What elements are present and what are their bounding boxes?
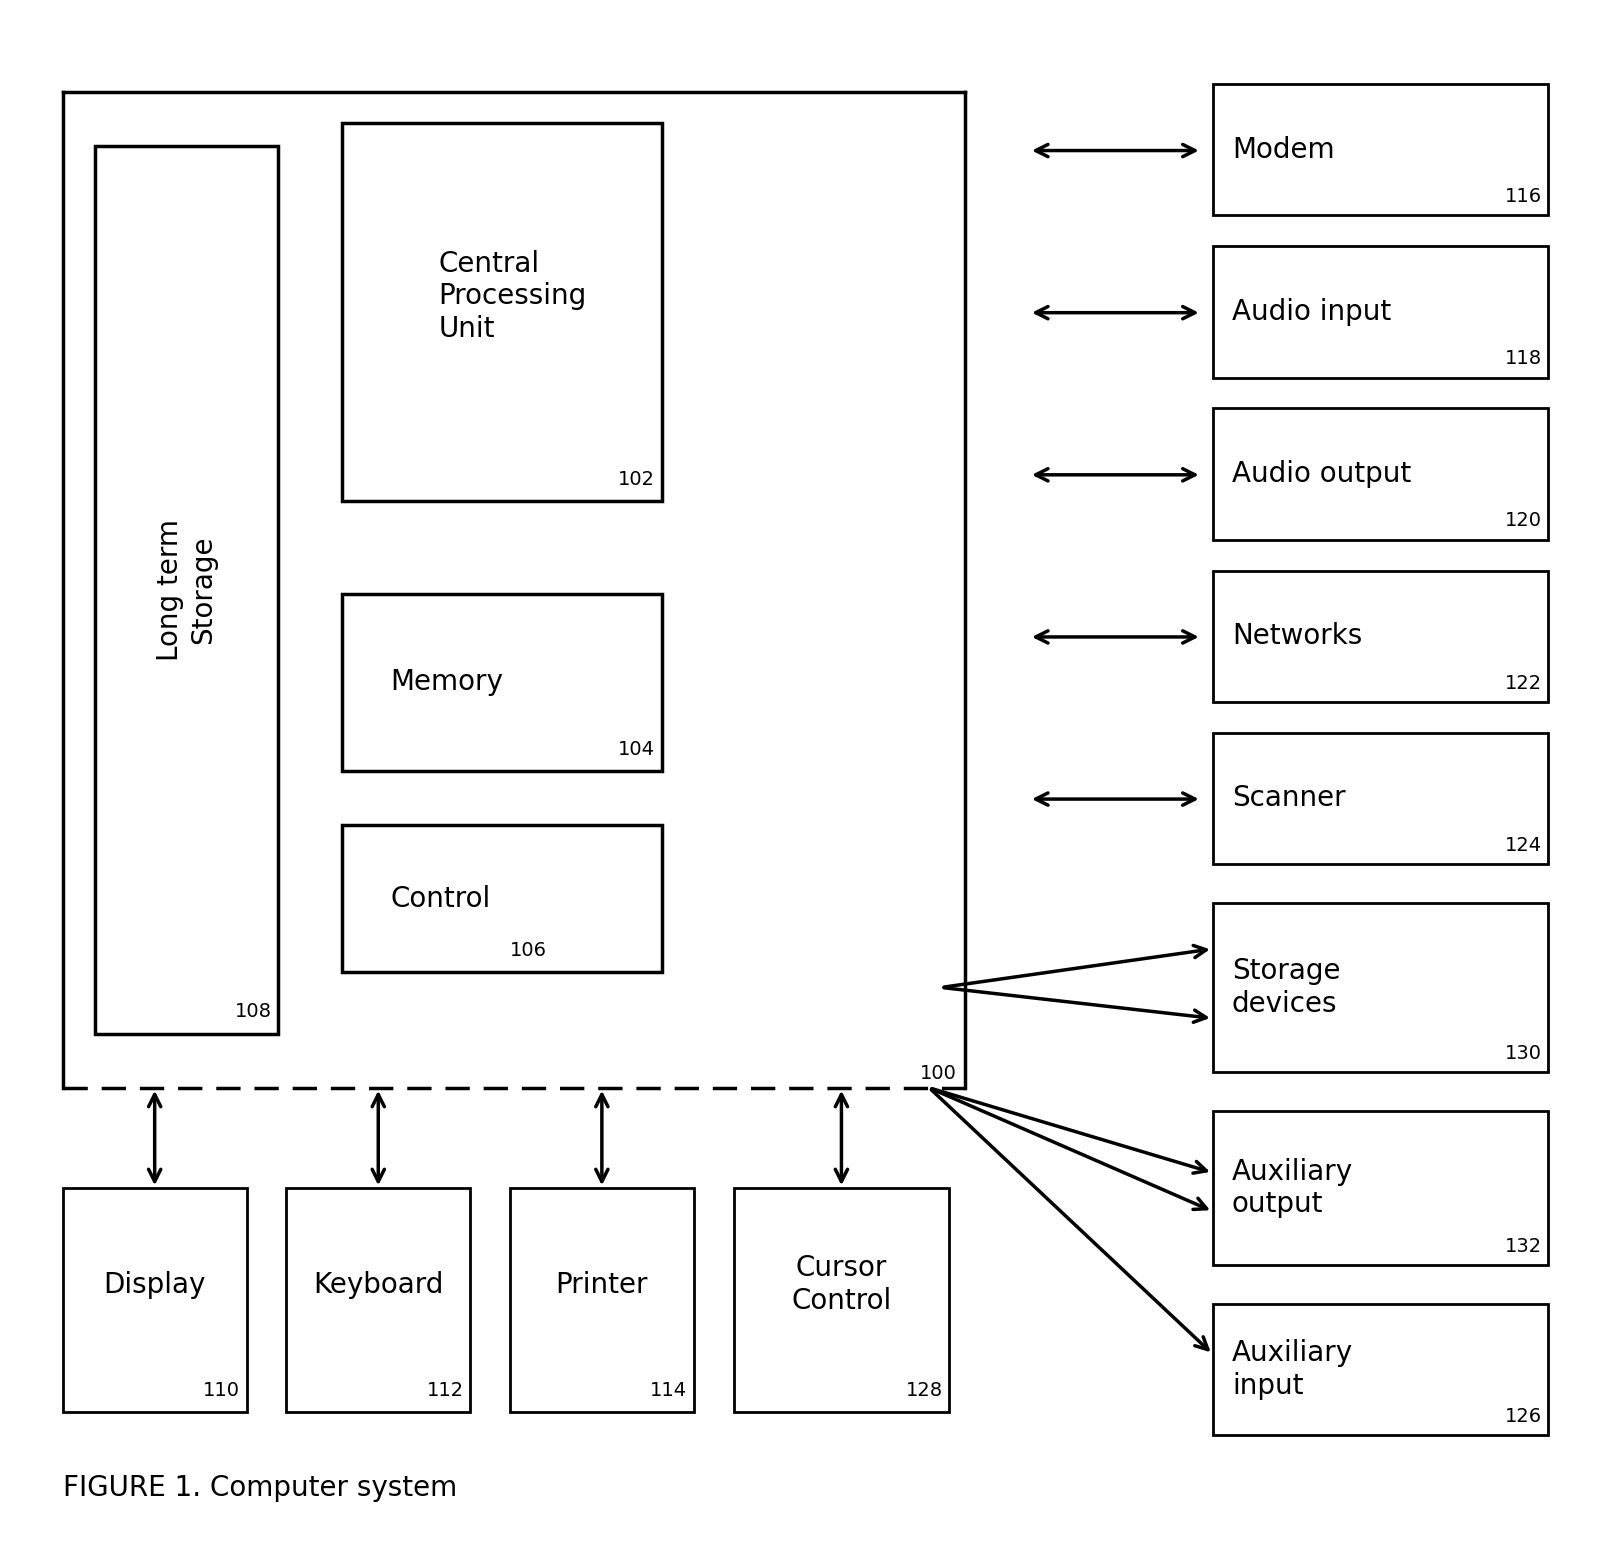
Bar [511, 1189, 694, 1412]
Bar [287, 1189, 470, 1412]
Text: Networks: Networks [1232, 622, 1363, 650]
Text: Control: Control [390, 885, 490, 913]
Bar [733, 1189, 949, 1412]
Text: 110: 110 [203, 1380, 240, 1399]
Text: 114: 114 [651, 1380, 688, 1399]
Text: Central
Processing
Unit: Central Processing Unit [438, 251, 586, 343]
Text: 122: 122 [1505, 673, 1542, 692]
Text: FIGURE 1. Computer system: FIGURE 1. Computer system [63, 1474, 458, 1502]
Bar [1213, 408, 1548, 539]
Bar [343, 594, 662, 771]
Text: 108: 108 [235, 1002, 272, 1022]
Text: 120: 120 [1505, 511, 1542, 530]
Bar [1213, 570, 1548, 701]
Text: Storage
devices: Storage devices [1232, 957, 1340, 1017]
Text: 112: 112 [427, 1380, 464, 1399]
Bar [1213, 246, 1548, 377]
Text: 128: 128 [905, 1380, 942, 1399]
Text: 100: 100 [920, 1064, 957, 1083]
Text: Long term
Storage: Long term Storage [156, 519, 217, 661]
Text: Keyboard: Keyboard [313, 1271, 443, 1299]
Text: 116: 116 [1505, 187, 1542, 206]
Bar [1213, 1304, 1548, 1435]
Text: 124: 124 [1505, 835, 1542, 855]
Text: 130: 130 [1505, 1044, 1542, 1063]
Text: 118: 118 [1505, 349, 1542, 368]
Bar [95, 146, 279, 1035]
Bar [1213, 732, 1548, 865]
Text: Audio input: Audio input [1232, 298, 1392, 326]
Bar [1213, 84, 1548, 215]
Text: Printer: Printer [556, 1271, 648, 1299]
Text: Auxiliary
output: Auxiliary output [1232, 1158, 1353, 1218]
Text: 106: 106 [511, 941, 548, 960]
Text: Auxiliary
input: Auxiliary input [1232, 1340, 1353, 1399]
Text: Scanner: Scanner [1232, 784, 1345, 812]
Bar [343, 123, 662, 502]
Bar [63, 1189, 246, 1412]
Text: Modem: Modem [1232, 136, 1334, 164]
Text: Display: Display [103, 1271, 206, 1299]
Text: 104: 104 [619, 740, 656, 759]
Bar [1213, 902, 1548, 1072]
Text: 132: 132 [1505, 1237, 1542, 1256]
Text: Audio output: Audio output [1232, 460, 1411, 488]
Text: 102: 102 [619, 469, 656, 489]
Text: Cursor
Control: Cursor Control [791, 1254, 891, 1315]
Bar [343, 826, 662, 972]
Text: 126: 126 [1505, 1407, 1542, 1426]
Text: Memory: Memory [390, 668, 503, 696]
Bar [1213, 1111, 1548, 1265]
